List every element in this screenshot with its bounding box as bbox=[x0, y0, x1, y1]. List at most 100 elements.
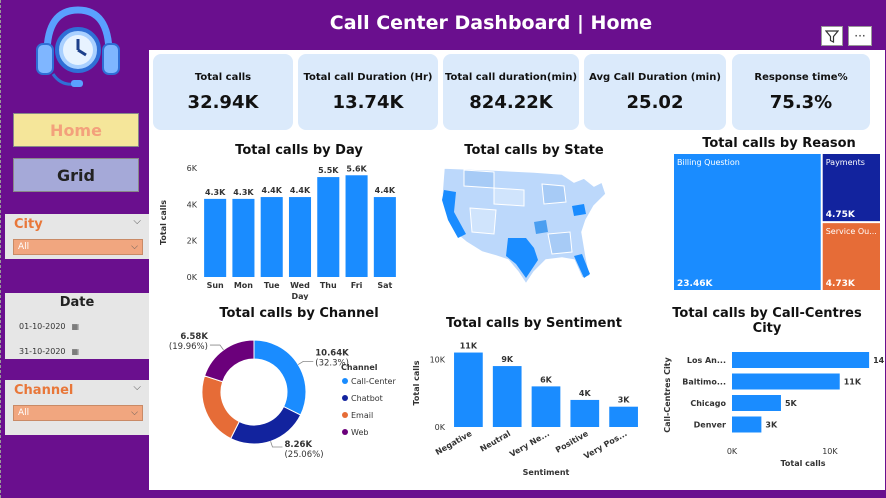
state-nebraska[interactable] bbox=[494, 188, 524, 206]
chart-title-by-reason: Total calls by Reason bbox=[669, 136, 886, 151]
more-options-icon[interactable]: ··· bbox=[848, 26, 872, 46]
calls-by-state-map[interactable] bbox=[434, 160, 614, 290]
home-button[interactable]: Home bbox=[13, 113, 139, 147]
legend-item-call-center[interactable]: Call-Center bbox=[351, 377, 396, 386]
x-tick-label: 10K bbox=[822, 447, 838, 456]
donut-slice-web[interactable] bbox=[205, 340, 254, 382]
donut-slice-email[interactable] bbox=[202, 376, 239, 439]
kpi-value: 824.22K bbox=[443, 92, 579, 113]
legend-item-chatbot[interactable]: Chatbot bbox=[351, 394, 383, 403]
kpi-total-call-duration-hr: Total call Duration (Hr) 13.74K bbox=[298, 54, 438, 130]
data-label: 4K bbox=[579, 389, 592, 398]
bar-fri[interactable] bbox=[346, 175, 368, 277]
chevron-down-icon[interactable]: ⌵ bbox=[133, 382, 141, 393]
x-tick-label: Sat bbox=[377, 281, 392, 290]
bar-positive[interactable] bbox=[570, 400, 599, 427]
calls-by-reason-treemap: Billing Question 23.46K Payments 4.75K Servi… bbox=[674, 154, 884, 292]
data-label: 5.6K bbox=[346, 164, 367, 173]
tile-name: Payments bbox=[826, 158, 865, 167]
kpi-label: Response time% bbox=[732, 72, 870, 83]
channel-dropdown[interactable]: All ⌵ bbox=[13, 405, 143, 421]
bar-verypos[interactable] bbox=[609, 407, 638, 427]
state-alabama[interactable] bbox=[548, 232, 572, 254]
slice-pct-label: (19.96%) bbox=[169, 342, 208, 352]
data-label: 4.4K bbox=[375, 186, 396, 195]
legend-swatch bbox=[342, 378, 348, 384]
data-label: 4.3K bbox=[205, 188, 226, 197]
state-virginia[interactable] bbox=[572, 204, 586, 216]
x-tick-label: Mon bbox=[234, 281, 253, 290]
calls-by-channel-donut: 10.64K(32.3%) 8.26K(25.06%) 6.58K(19.96%) C… bbox=[149, 322, 419, 472]
date-slicer: Date 01-10-2020 ▦ 31-10-2020 ▦ bbox=[5, 293, 149, 359]
legend-item-web[interactable]: Web bbox=[351, 428, 368, 437]
bar-wed[interactable] bbox=[289, 197, 311, 277]
channel-slicer: Channel ⌵ All ⌵ bbox=[5, 380, 149, 435]
state-colorado[interactable] bbox=[470, 208, 496, 234]
y-tick-label: 0K bbox=[187, 273, 198, 282]
bar-thu[interactable] bbox=[317, 177, 339, 277]
y-axis-label: Total calls bbox=[159, 200, 168, 245]
bar-city-2[interactable] bbox=[732, 395, 781, 411]
chart-title-by-sentiment: Total calls by Sentiment bbox=[429, 316, 639, 331]
city-slicer-title: City bbox=[14, 217, 43, 232]
legend-item-email[interactable]: Email bbox=[351, 411, 373, 420]
start-date-input[interactable]: 01-10-2020 ▦ bbox=[19, 322, 79, 331]
y-tick-label: 0K bbox=[435, 423, 446, 432]
x-tick-label: Neutral bbox=[478, 429, 512, 454]
data-label: 9K bbox=[501, 355, 514, 364]
data-label: 3K bbox=[765, 421, 778, 430]
y-tick-label: Chicago bbox=[690, 399, 726, 408]
kpi-value: 75.3% bbox=[732, 92, 870, 113]
donut-slice-chatbot[interactable] bbox=[231, 407, 301, 444]
state-montana[interactable] bbox=[464, 170, 494, 188]
slice-pct-label: (25.06%) bbox=[284, 450, 323, 460]
data-label: 14K bbox=[873, 356, 884, 365]
x-tick-label: Thu bbox=[320, 281, 337, 290]
calendar-icon[interactable]: ▦ bbox=[72, 322, 80, 331]
state-michigan[interactable] bbox=[542, 184, 566, 204]
kpi-value: 32.94K bbox=[153, 92, 293, 113]
legend-swatch bbox=[342, 412, 348, 418]
filter-icon[interactable] bbox=[821, 26, 843, 46]
calls-by-day-chart: 0K 2K 4K 6K 4.3K Sun 4.3K Mon 4.4K Tue 4.4K Wed 5.5K… bbox=[149, 160, 409, 300]
kpi-label: Total call Duration (Hr) bbox=[298, 72, 438, 83]
calendar-icon[interactable]: ▦ bbox=[72, 347, 80, 356]
kpi-total-call-duration-min: Total call duration(min) 824.22K bbox=[443, 54, 579, 130]
chevron-down-icon: ⌵ bbox=[131, 240, 138, 254]
city-dropdown-value: All bbox=[18, 242, 29, 252]
bar-negative[interactable] bbox=[454, 353, 483, 427]
state-missouri[interactable] bbox=[534, 220, 548, 234]
bar-mon[interactable] bbox=[232, 199, 254, 277]
treemap-tile-0[interactable] bbox=[674, 154, 821, 290]
slice-value-label: 6.58K bbox=[180, 332, 208, 342]
y-tick-label: Los An... bbox=[687, 356, 726, 365]
chevron-down-icon[interactable]: ⌵ bbox=[133, 216, 141, 227]
chart-title-by-channel: Total calls by Channel bbox=[189, 306, 409, 321]
data-label: 5K bbox=[785, 399, 798, 408]
chart-title-by-day: Total calls by Day bbox=[189, 143, 409, 158]
data-label: 11K bbox=[460, 342, 478, 351]
x-tick-label: Very Pos... bbox=[582, 429, 628, 461]
bar-city-1[interactable] bbox=[732, 374, 840, 390]
kpi-label: Total calls bbox=[153, 72, 293, 83]
data-label: 3K bbox=[618, 396, 631, 405]
chart-title-by-city: Total calls by Call-Centres City bbox=[667, 306, 867, 336]
bar-tue[interactable] bbox=[261, 197, 283, 277]
x-axis-label: Total calls bbox=[780, 459, 825, 468]
bar-neutral[interactable] bbox=[493, 366, 522, 427]
bar-sat[interactable] bbox=[374, 197, 396, 277]
bar-city-3[interactable] bbox=[732, 417, 761, 433]
bar-city-0[interactable] bbox=[732, 352, 869, 368]
donut-slice-call-center[interactable] bbox=[254, 340, 306, 415]
headset-clock-icon bbox=[33, 0, 123, 92]
city-dropdown[interactable]: All ⌵ bbox=[13, 239, 143, 255]
grid-button[interactable]: Grid bbox=[13, 158, 139, 192]
end-date-input[interactable]: 31-10-2020 ▦ bbox=[19, 347, 79, 356]
bar-veryne[interactable] bbox=[532, 386, 561, 427]
tile-name: Billing Question bbox=[677, 158, 740, 167]
kpi-response-time: Response time% 75.3% bbox=[732, 54, 870, 130]
kpi-total-calls: Total calls 32.94K bbox=[153, 54, 293, 130]
x-tick-label: Negative bbox=[434, 429, 474, 457]
bar-sun[interactable] bbox=[204, 199, 226, 277]
kpi-avg-call-duration: Avg Call Duration (min) 25.02 bbox=[584, 54, 726, 130]
